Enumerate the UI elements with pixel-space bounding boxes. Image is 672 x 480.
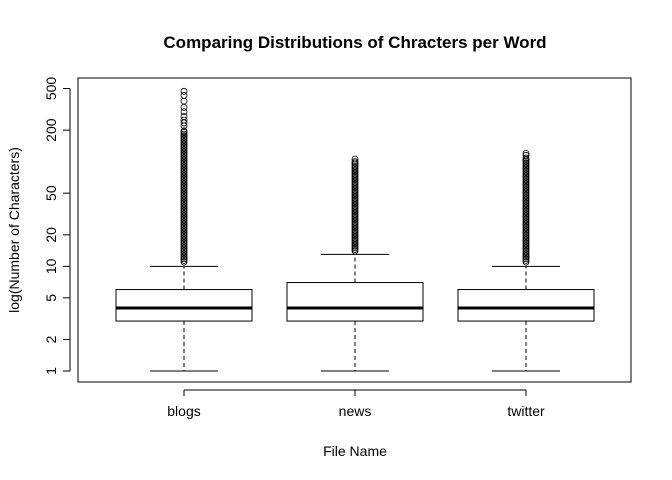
iqr-box — [458, 290, 594, 322]
box-blogs — [116, 88, 252, 371]
box-twitter — [458, 150, 594, 371]
y-tick-label: 20 — [43, 227, 59, 243]
iqr-box — [116, 290, 252, 322]
box-news — [287, 156, 423, 371]
outliers-news — [352, 156, 358, 254]
y-tick-label: 200 — [43, 118, 59, 142]
outlier-point — [181, 88, 187, 94]
chart-title: Comparing Distributions of Chracters per… — [163, 33, 546, 52]
y-tick-label: 5 — [43, 294, 59, 302]
y-tick-label: 1 — [43, 367, 59, 375]
outlier-point — [181, 98, 187, 104]
y-axis: 1 2 5 10 20 50 200 500 — [43, 77, 70, 375]
y-tick-label: 500 — [43, 77, 59, 101]
y-tick-label: 10 — [43, 258, 59, 274]
y-axis-label: log(Number of Characters) — [6, 147, 22, 313]
x-tick-label-news: news — [339, 403, 372, 419]
iqr-box — [287, 283, 423, 322]
x-tick-label-blogs: blogs — [167, 403, 200, 419]
outlier-point — [181, 104, 187, 110]
y-tick-label: 2 — [43, 335, 59, 343]
box-series — [116, 88, 594, 371]
x-tick-label-twitter: twitter — [507, 403, 545, 419]
outliers-blogs — [181, 88, 187, 265]
y-tick-label: 50 — [43, 185, 59, 201]
x-axis: blogs news twitter — [167, 390, 545, 419]
outliers-twitter — [523, 150, 529, 265]
x-axis-label: File Name — [323, 443, 387, 459]
